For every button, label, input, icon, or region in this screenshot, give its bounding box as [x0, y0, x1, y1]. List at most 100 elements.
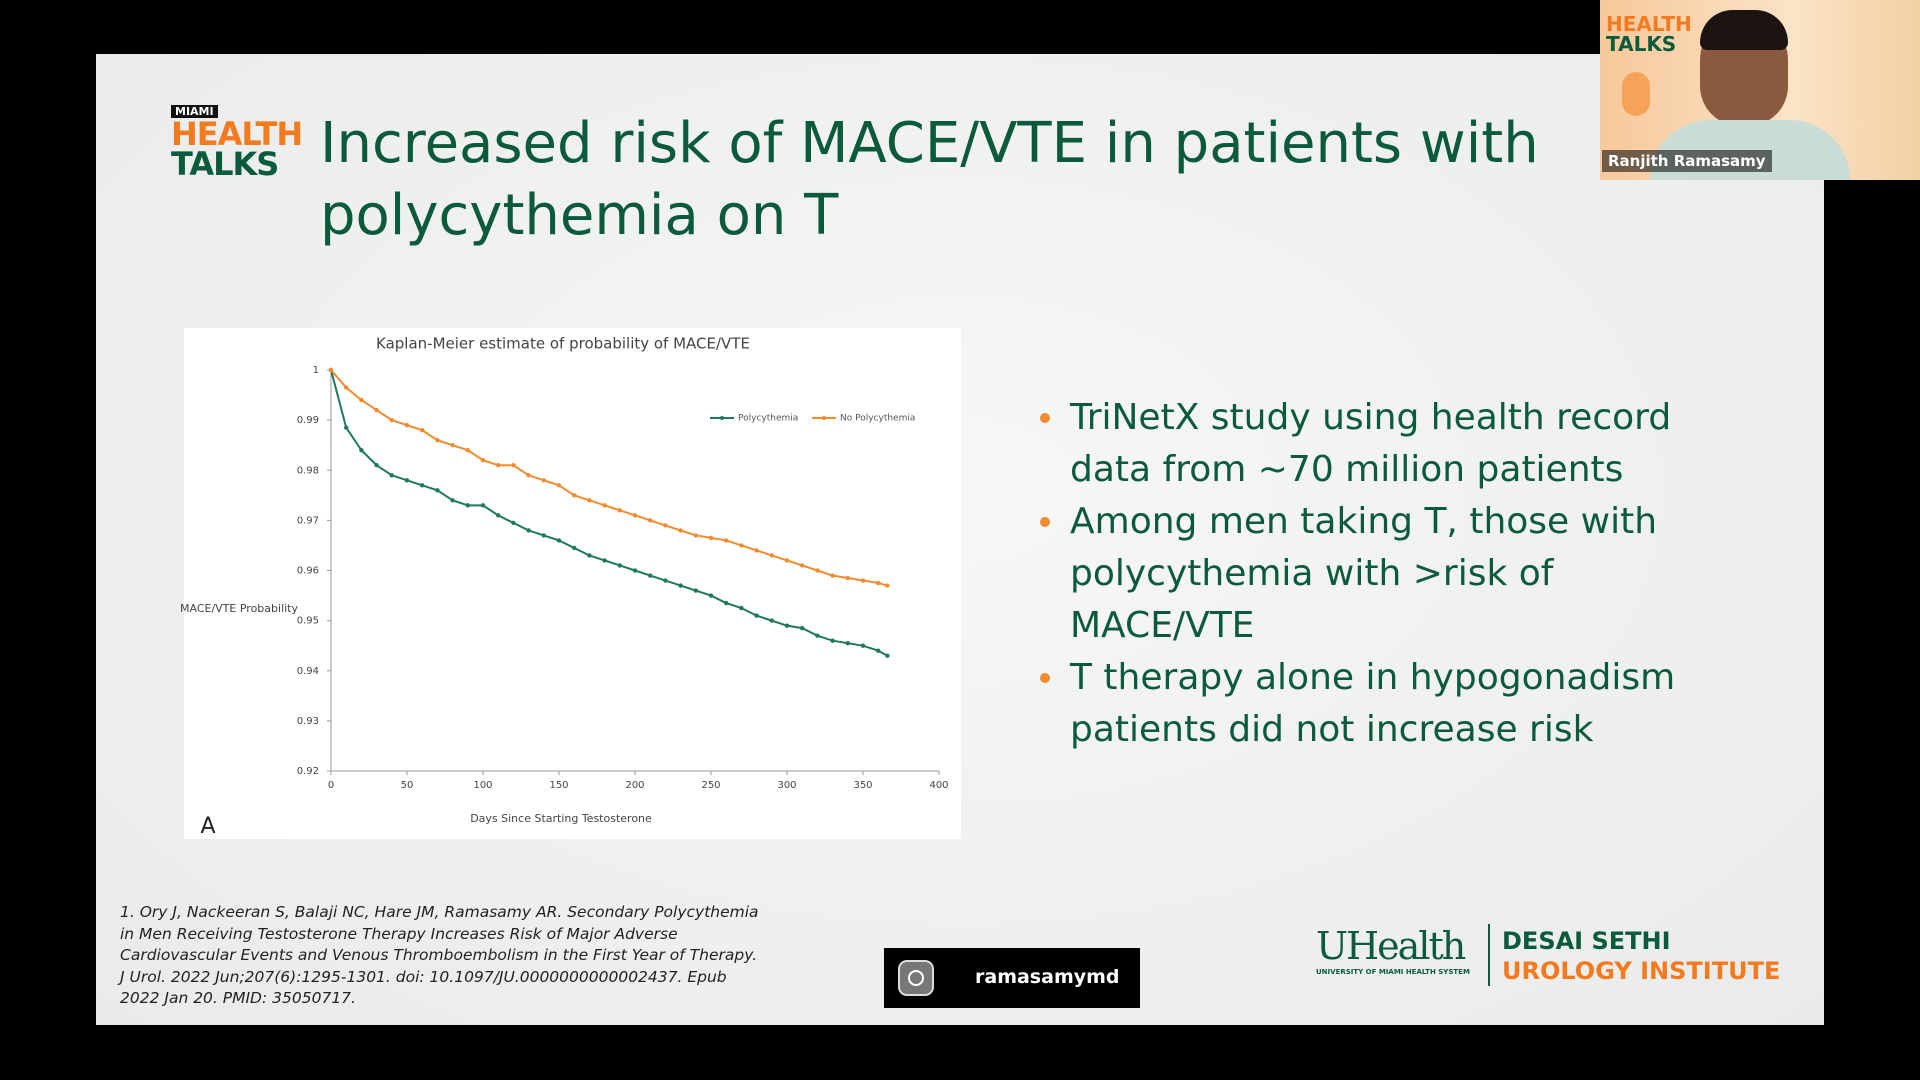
- logo-line: TALKS: [171, 145, 279, 183]
- series-point: [541, 478, 546, 483]
- series-point: [374, 463, 379, 468]
- series-point: [885, 583, 890, 588]
- series-point: [404, 478, 410, 483]
- chart-title: Kaplan-Meier estimate of probability of …: [376, 335, 750, 353]
- series-point: [344, 425, 349, 430]
- series-point: [784, 558, 790, 563]
- logo-line: HEALTH: [171, 115, 303, 153]
- series-point: [632, 568, 638, 573]
- series-point: [845, 640, 850, 646]
- participant-name: Ranjith Ramasamy: [1602, 150, 1772, 172]
- series-point: [541, 533, 546, 538]
- chart-panel: [184, 328, 961, 839]
- series-point: [602, 503, 607, 508]
- series-point: [648, 573, 653, 578]
- x-tick-label: 200: [625, 780, 644, 791]
- x-tick-label: 150: [549, 780, 568, 791]
- slide-logo: MIAMI HEALTH TALKS: [171, 100, 303, 183]
- series-point: [526, 528, 531, 533]
- series-point: [724, 538, 729, 543]
- y-tick-label: 0.95: [297, 616, 319, 627]
- series-point: [496, 463, 501, 468]
- series-point: [815, 633, 820, 638]
- series-point: [830, 638, 835, 643]
- series-line: [330, 369, 888, 587]
- x-tick-label: 250: [701, 780, 720, 791]
- x-axis-label: Days Since Starting Testosterone: [470, 812, 652, 825]
- series-point: [830, 573, 835, 578]
- slide-title: Increased risk of MACE/VTE in patients w…: [320, 111, 1539, 248]
- series-point: [876, 648, 881, 653]
- series-point: [404, 422, 410, 428]
- series-point: [708, 593, 714, 598]
- series-point: [617, 563, 622, 568]
- series-point: [739, 605, 744, 611]
- y-tick-label: 0.97: [297, 515, 319, 526]
- series-point: [648, 518, 653, 523]
- series-point: [632, 513, 638, 518]
- series-point: [678, 583, 683, 588]
- instagram-badge: ramasamymd: [884, 948, 1140, 1008]
- series-point: [587, 553, 592, 558]
- series-point: [374, 407, 379, 413]
- uhealth-name: UHealth: [1316, 924, 1466, 968]
- tile-logo: HEALTH TALKS: [1606, 14, 1692, 54]
- series-point: [435, 488, 440, 493]
- series-point: [663, 523, 668, 528]
- series-point: [708, 535, 714, 541]
- y-tick-label: 0.96: [297, 566, 319, 577]
- series-point: [389, 473, 394, 478]
- series-point: [556, 538, 562, 543]
- x-tick-label: 300: [777, 780, 796, 791]
- legend-label: No Polycythemia: [840, 414, 915, 424]
- series-point: [420, 483, 425, 488]
- series-point: [450, 498, 455, 503]
- y-tick-label: 0.98: [297, 465, 319, 476]
- series-point: [784, 623, 790, 628]
- citation: 1. Ory J, Nackeeran S, Balaji NC, Hare J…: [120, 903, 759, 1007]
- series-point: [860, 578, 866, 583]
- series-point: [587, 498, 592, 503]
- series-point: [389, 417, 394, 423]
- bullet: T therapy alone in hypogonadism patients…: [1040, 652, 1680, 756]
- series-point: [465, 448, 470, 453]
- mic-icon: [1622, 72, 1650, 116]
- person-hair: [1700, 10, 1788, 50]
- logo-brand: MIAMI: [171, 105, 218, 118]
- institute-name: DESAI SETHI UROLOGY INSTITUTE: [1502, 926, 1780, 986]
- divider: [1488, 924, 1490, 986]
- instagram-handle: ramasamymd: [975, 966, 1120, 988]
- bullet: Among men taking T, those with polycythe…: [1040, 496, 1680, 652]
- series-point: [885, 653, 890, 658]
- uhealth-sub: UNIVERSITY OF MIAMI HEALTH SYSTEM: [1316, 968, 1470, 976]
- series-point: [693, 588, 698, 593]
- series-point: [480, 503, 486, 508]
- institute-line: DESAI SETHI: [1502, 927, 1671, 955]
- series-point: [678, 528, 683, 533]
- series-point: [450, 442, 455, 448]
- series-point: [328, 367, 334, 373]
- tile-logo-line: TALKS: [1606, 32, 1677, 56]
- institute-line: UROLOGY INSTITUTE: [1502, 957, 1781, 985]
- series-point: [556, 483, 562, 488]
- series-point: [876, 580, 881, 586]
- series-point: [845, 575, 850, 581]
- legend-dot: [822, 416, 826, 420]
- bullet-list: TriNetX study using health record data f…: [1040, 392, 1680, 756]
- series-point: [815, 568, 820, 573]
- instagram-icon: [898, 960, 934, 996]
- series-point: [420, 427, 425, 433]
- series-point: [800, 625, 805, 631]
- series-point: [754, 548, 759, 553]
- series-point: [526, 473, 531, 478]
- series-point: [754, 613, 759, 618]
- series-point: [800, 563, 805, 568]
- series-point: [602, 558, 607, 563]
- series-point: [359, 448, 364, 453]
- x-tick-label: 0: [328, 780, 334, 791]
- x-tick-label: 100: [473, 780, 492, 791]
- series-point: [572, 545, 577, 551]
- y-tick-label: 0.93: [297, 716, 319, 727]
